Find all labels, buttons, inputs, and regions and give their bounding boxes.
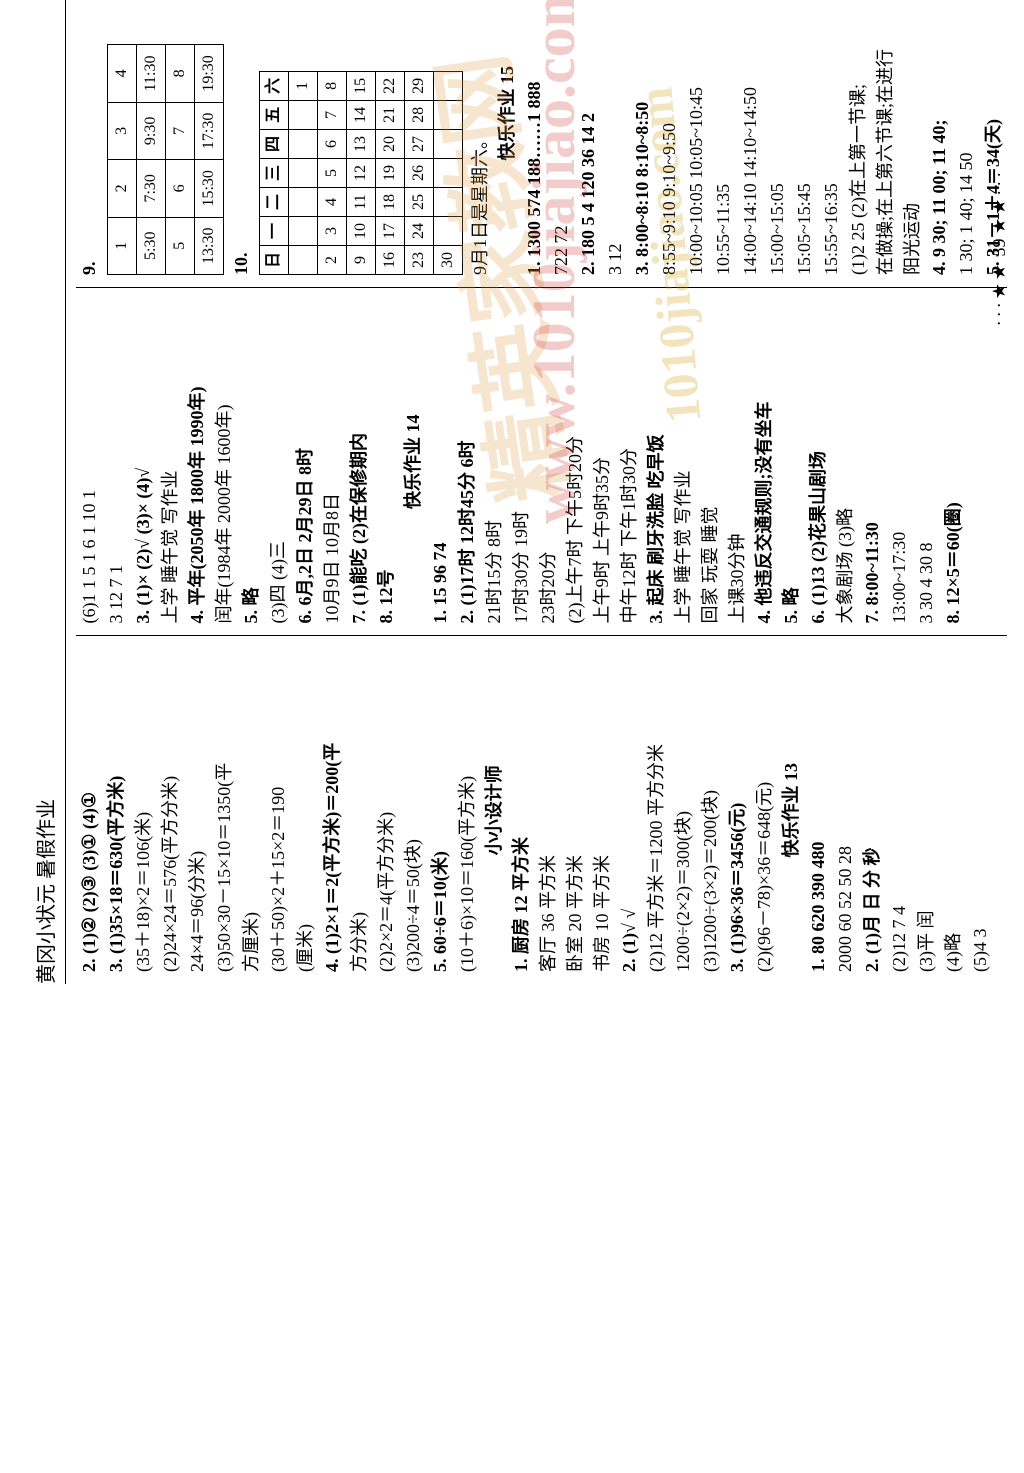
c3-line: 阳光运动: [899, 0, 926, 275]
column-1: 2. (1)② (2)③ (3)① (4)① 3. (1)35×18＝630(平…: [76, 637, 1007, 985]
c2-line: 上学 睡午觉 写作业: [157, 300, 184, 624]
content-columns: 2. (1)② (2)③ (3)① (4)① 3. (1)35×18＝630(平…: [76, 0, 1007, 984]
c2-line: 4. 平年(2050年 1800年 1990年): [184, 300, 211, 624]
c1-line: 方厘米): [238, 649, 265, 973]
c3-line: 1 30; 1 40; 14 50: [953, 0, 980, 275]
footer-stars-right: ★★···: [989, 169, 1009, 234]
c2-line: 17时30分 19时: [508, 300, 535, 624]
c2-line: 23时20分: [535, 300, 562, 624]
c1-line: 卧室 20 平方米: [562, 649, 589, 973]
column-3: 9. 1234 5:307:309:3011:30 5678 13:3015:3…: [76, 0, 1007, 288]
c1-line: (2)24×24＝576(平方分米): [157, 649, 184, 973]
c2-line: 8. 12×5＝60(圈): [940, 300, 967, 624]
c3-line: 2. 180 5 4 120 36 14 2: [575, 0, 602, 275]
header: 黄冈小状元 暑假作业 三年级数学: [30, 0, 66, 984]
c1-line: 2. (1)② (2)③ (3)① (4)①: [76, 649, 103, 973]
c2-line: 3. 起床 刷牙洗脸 吃早饭: [643, 300, 670, 624]
c2-line: 3 30 4 30 8: [913, 300, 940, 624]
c2-line: 闰年(1984年 2000年 1600年): [211, 300, 238, 624]
c3-line: 3. 8:00~8:10 8:10~8:50: [629, 0, 656, 275]
c1-line: 1200÷(2×2)＝300(块): [670, 649, 697, 973]
c2-line: 7. 8:00~11:30: [859, 300, 886, 624]
c2-line: 21时15分 8时: [481, 300, 508, 624]
c1-line: 方分米): [346, 649, 373, 973]
c2-line: (2)上午7时 下午5时20分: [562, 300, 589, 624]
c3-line: 9.: [76, 0, 103, 275]
c1-line: 2. (1)月 日 分 秒: [859, 649, 886, 973]
c1-line: 2. (1)√ √: [616, 649, 643, 973]
c2-line: 8. 12号: [373, 300, 400, 624]
c2-line: 中午12时 下午1时30分: [616, 300, 643, 624]
c3-line: 722 72: [548, 0, 575, 275]
c2-line: 10月9日 10月8日: [319, 300, 346, 624]
c1-line: (2)12 7 4: [886, 649, 913, 973]
c2-line: 4. 他违反交通规则;没有坐车: [751, 300, 778, 624]
schedule-table: 1234 5:307:309:3011:30 5678 13:3015:3017…: [107, 44, 224, 275]
c1-line: (2)(96－78)×36＝648(元): [751, 649, 778, 973]
c1-line: (3)1200÷(3×2)＝200(块): [697, 649, 724, 973]
c3-line: 3 12: [602, 0, 629, 275]
c1-line: 客厅 36 平方米: [535, 649, 562, 973]
section-title: 小小设计师: [481, 649, 508, 973]
c1-line: 1. 厨房 12 平方米: [508, 649, 535, 973]
c1-line: (4)略: [940, 649, 967, 973]
c1-line: (30＋50)×2＋15×2＝190: [265, 649, 292, 973]
section-title: 快乐作业 13: [778, 649, 805, 973]
section-title: 快乐作业 14: [400, 300, 427, 624]
c1-line: (2)2×2＝4(平方分米): [373, 649, 400, 973]
c3-line: 9月1日是星期六。: [467, 0, 494, 275]
c3-line: 10:00~10:05 10:05~10:45: [683, 0, 710, 275]
c2-line: 上课30分钟: [724, 300, 751, 624]
c2-line: 5. 略: [778, 300, 805, 624]
c1-line: 3. (1)96×36＝3456(元): [724, 649, 751, 973]
c3-line: 15:05~15:45: [791, 0, 818, 275]
c3-line: (1)2 25 (2)在上第一节课;: [845, 0, 872, 275]
c3-line: 4. 9 30; 11 00; 11 40;: [926, 0, 953, 275]
c2-line: 6. (1)13 (2)花果山剧场: [805, 300, 832, 624]
c1-line: (厘米): [292, 649, 319, 973]
c1-line: (3)200÷4＝50(块): [400, 649, 427, 973]
c3-line: 15:55~16:35: [818, 0, 845, 275]
c1-line: 4. (1)2×1＝2(平方米)＝200(平: [319, 649, 346, 973]
c1-line: 5. 60÷6＝10(米): [427, 649, 454, 973]
c2-line: 上学 睡午觉 写作业: [670, 300, 697, 624]
c1-line: 3. (1)35×18＝630(平方米): [103, 649, 130, 973]
header-left: 黄冈小状元 暑假作业: [30, 799, 59, 984]
page-number: 59: [989, 239, 1009, 257]
c1-line: (3)平 闰: [913, 649, 940, 973]
c2-line: (6)1 1 5 1 6 1 10 1: [76, 300, 103, 624]
c1-line: 1. 80 620 390 480: [805, 649, 832, 973]
c2-line: 回家 玩耍 睡觉: [697, 300, 724, 624]
footer-stars-left: ···★★: [989, 261, 1009, 326]
c3-line: 8:55~9:10 9:10~9:50: [656, 0, 683, 275]
calendar-table: 日一二三四五六 1 2345678 9101112131415 16171819…: [259, 71, 463, 275]
c3-line: 10:55~11:35: [710, 0, 737, 275]
c2-line: 大象剧场 (3)略: [832, 300, 859, 624]
c3-line: 1. 1300 574 188……1 888: [521, 0, 548, 275]
c2-line: 上午9时 上午9时35分: [589, 300, 616, 624]
c1-line: (2)12 平方米＝1200 平方分米: [643, 649, 670, 973]
c3-line: 10.: [228, 0, 255, 275]
c2-line: 3 12 7 1: [103, 300, 130, 624]
c2-line: 5. 略: [238, 300, 265, 624]
c2-line: 13:00~17:30: [886, 300, 913, 624]
c2-line: 7. (1)能吃 (2)在保修期内: [346, 300, 373, 624]
c1-line: (10＋6)×10＝160(平方米): [454, 649, 481, 973]
c2-line: 6. 6月,2日 2月29日 8时: [292, 300, 319, 624]
c1-line: (35＋18)×2＝106(米): [130, 649, 157, 973]
c3-line: 14:00~14:10 14:10~14:50: [737, 0, 764, 275]
c3-line: 在做操;在上第六节课;在进行: [872, 0, 899, 275]
footer: ···★★ 59 ★★···: [989, 0, 1010, 984]
c1-line: 24×4＝96(分米): [184, 649, 211, 973]
c2-line: 3. (1)× (2)√ (3)× (4)√: [130, 300, 157, 624]
column-2: (6)1 1 5 1 6 1 10 1 3 12 7 1 3. (1)× (2)…: [76, 288, 1007, 637]
c1-line: 书房 10 平方米: [589, 649, 616, 973]
c1-line: (3)50×30－15×10＝1350(平: [211, 649, 238, 973]
c2-line: 1. 15 96 74: [427, 300, 454, 624]
c2-line: (3)四 (4)三: [265, 300, 292, 624]
c1-line: 2000 60 52 50 28: [832, 649, 859, 973]
section-title: 快乐作业 15: [494, 0, 521, 275]
c3-line: 15:00~15:05: [764, 0, 791, 275]
c2-line: 2. (1)17时 12时45分 6时: [454, 300, 481, 624]
